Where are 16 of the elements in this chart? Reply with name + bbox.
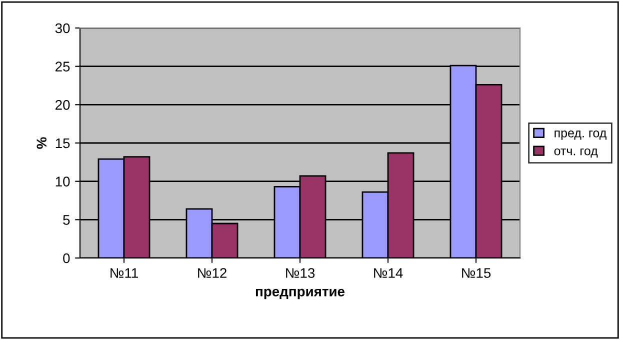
legend-label: отч. год [554, 148, 598, 158]
y-axis-title: % [36, 137, 46, 149]
x-tick-label: №13 [286, 268, 315, 278]
y-tick-label: 30 [55, 23, 70, 34]
x-tick-label: №11 [110, 268, 138, 278]
y-tick-label: 15 [56, 138, 70, 148]
y-tick-label: 10 [56, 176, 70, 187]
y-tick-label: 20 [56, 100, 70, 110]
x-tick-label: №14 [374, 268, 403, 278]
x-axis-title: предприятие [256, 288, 345, 300]
y-tick-label: 0 [63, 253, 70, 264]
x-tick-label: №15 [462, 268, 491, 278]
x-tick-label: №12 [198, 268, 226, 278]
y-tick-label: 5 [63, 215, 70, 225]
legend-label: пред. год [554, 130, 606, 140]
y-tick-label: 25 [56, 62, 70, 72]
